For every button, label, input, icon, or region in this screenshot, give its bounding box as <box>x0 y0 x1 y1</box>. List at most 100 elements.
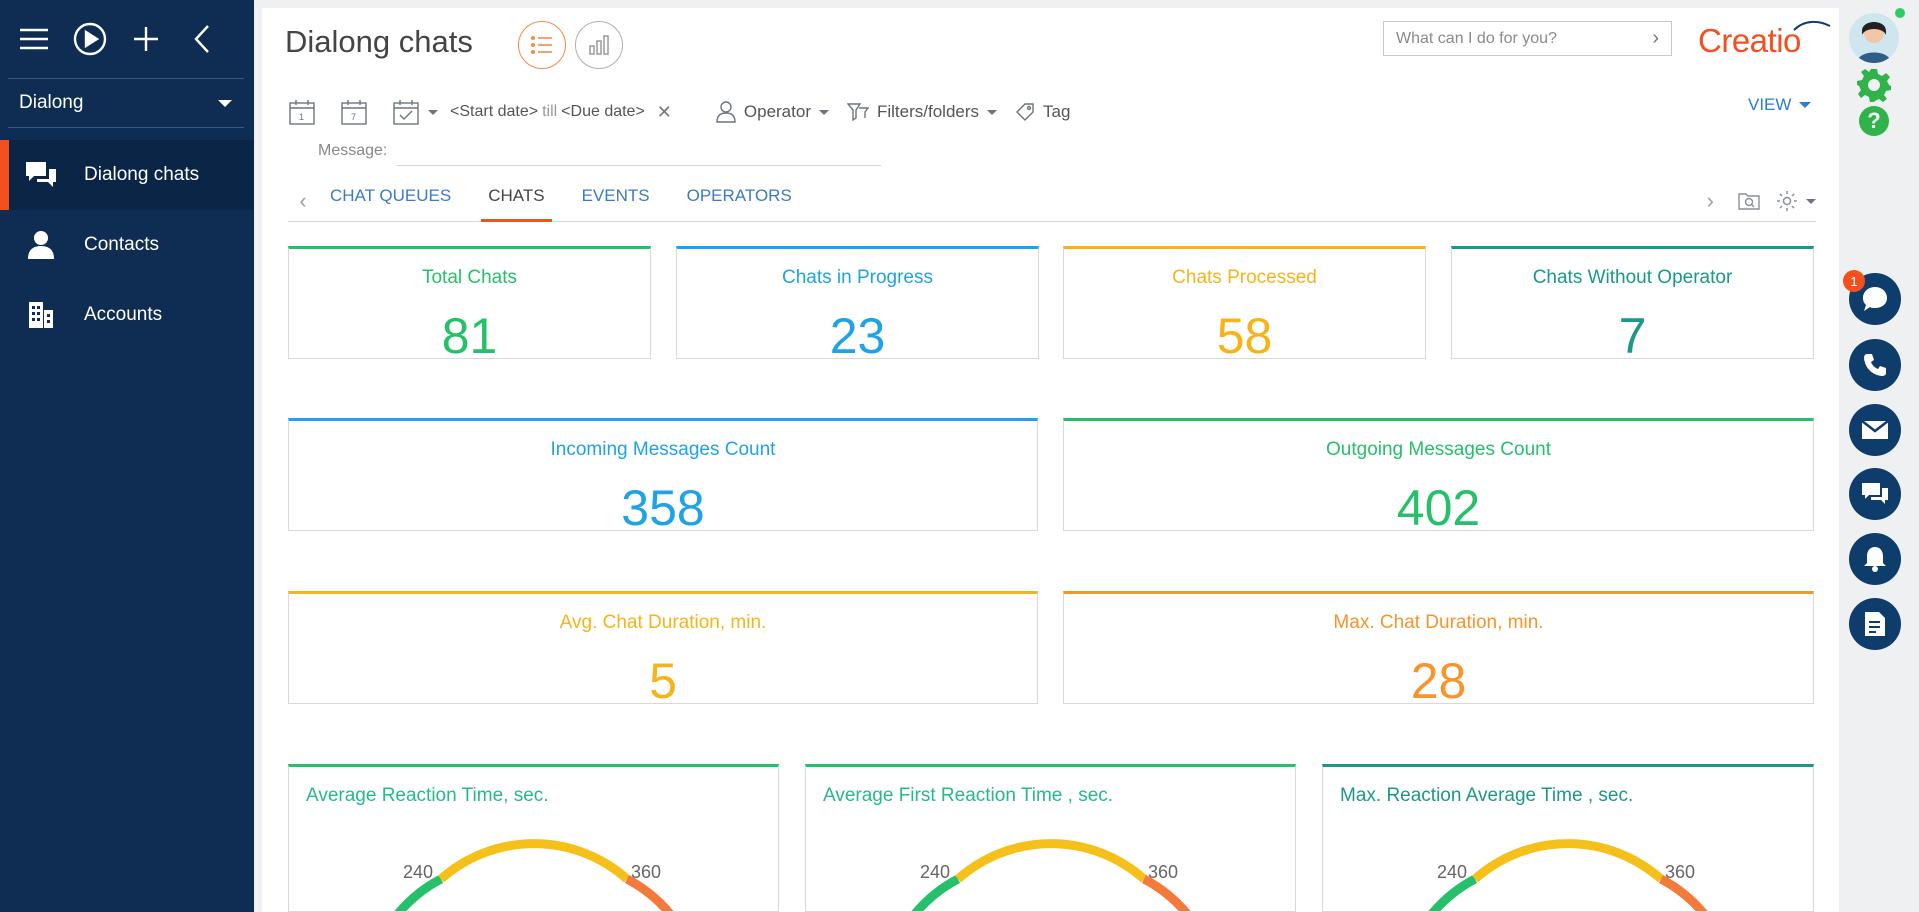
due-date: <Due date> <box>561 103 645 120</box>
metric-value: 7 <box>1618 308 1647 364</box>
metric-total-chats[interactable]: Total Chats 81 <box>288 246 651 364</box>
user-avatar[interactable] <box>1849 13 1899 63</box>
date-week-button[interactable]: 7 <box>340 98 368 126</box>
date-today-button[interactable]: 1 <box>288 98 316 126</box>
metric-avg-chat-duration[interactable]: Avg. Chat Duration, min. 5 <box>288 591 1038 709</box>
gauge-low-label: 240 <box>920 862 951 882</box>
workspace-label: Dialong <box>19 92 84 113</box>
metric-incoming-messages[interactable]: Incoming Messages Count 358 <box>288 418 1038 536</box>
email-panel-button[interactable] <box>1849 404 1901 456</box>
metric-chats-in-progress[interactable]: Chats in Progress 23 <box>676 246 1039 364</box>
tag-icon <box>1016 103 1034 121</box>
creatio-logo: Creatio <box>1698 22 1801 59</box>
tab-bar: ‹ CHAT QUEUES CHATS EVENTS OPERATORS › <box>288 178 1816 222</box>
tabs-scroll-left-icon[interactable]: ‹ <box>299 188 307 213</box>
tab-events[interactable]: EVENTS <box>581 186 650 205</box>
metric-outgoing-messages[interactable]: Outgoing Messages Count 402 <box>1063 418 1814 536</box>
gauge-average-reaction-time[interactable]: Average Reaction Time, sec. 240 360 <box>288 764 779 912</box>
search-input[interactable] <box>1396 29 1636 48</box>
hamburger-icon <box>20 28 48 50</box>
gauge-low-label: 240 <box>1437 862 1468 882</box>
gauge-low-label: 240 <box>403 862 434 882</box>
call-panel-button[interactable] <box>1849 339 1901 391</box>
metric-value: 58 <box>1216 308 1273 364</box>
sidebar-item-contacts[interactable]: Contacts <box>0 210 254 280</box>
gauge-arc <box>911 839 1191 911</box>
main-panel: Dialong chats › Creatio 1 7 <Start date>… <box>262 8 1839 912</box>
start-date: <Start date> <box>450 103 539 120</box>
sidebar-item-accounts[interactable]: Accounts <box>0 280 254 350</box>
sidebar-item-label: Accounts <box>84 304 163 325</box>
metric-chats-without-operator[interactable]: Chats Without Operator 7 <box>1451 246 1814 364</box>
document-icon <box>1865 612 1885 636</box>
till-label: till <box>542 103 558 120</box>
feed-panel-button[interactable] <box>1849 468 1901 520</box>
operator-filter[interactable]: Operator <box>716 101 829 123</box>
calendar-day-icon: 1 <box>289 100 315 125</box>
filters-folders-dropdown[interactable]: Filters/folders <box>846 102 998 122</box>
menu-button[interactable] <box>16 21 52 57</box>
sidebar-item-label: Dialong chats <box>84 164 200 185</box>
date-period-button[interactable] <box>392 98 438 126</box>
envelope-icon <box>1861 420 1889 439</box>
tab-chat-queues[interactable]: CHAT QUEUES <box>330 186 452 205</box>
clear-date-icon[interactable]: ✕ <box>656 101 672 122</box>
notifications-panel-button[interactable] <box>1849 533 1901 585</box>
folder-search-icon[interactable] <box>1738 191 1760 211</box>
system-designer-button[interactable] <box>1857 68 1891 107</box>
chevron-left-icon <box>194 25 209 53</box>
metric-value: 5 <box>649 653 677 709</box>
tag-filter[interactable]: Tag <box>1015 102 1070 122</box>
gear-icon <box>1857 69 1891 102</box>
chat-notification-badge: 1 <box>1843 270 1865 292</box>
tab-operators[interactable]: OPERATORS <box>686 186 792 205</box>
add-button[interactable] <box>128 21 164 57</box>
chevron-right-icon[interactable]: › <box>1652 27 1659 49</box>
online-status-dot <box>1895 8 1905 18</box>
metric-value: 23 <box>829 308 886 364</box>
gauge-title: Max. Reaction Average Time , sec. <box>1340 785 1634 806</box>
chevron-down-icon <box>818 109 829 115</box>
collapse-sidebar-button[interactable] <box>184 21 220 57</box>
sidebar-toolbar <box>0 0 254 78</box>
process-button[interactable] <box>72 21 108 57</box>
gauge-title: Average Reaction Time, sec. <box>306 785 549 806</box>
filters-folders-label: Filters/folders <box>876 102 980 121</box>
svg-text:7: 7 <box>351 112 356 122</box>
plus-icon <box>134 27 158 51</box>
analytics-view-button[interactable] <box>575 21 623 69</box>
help-icon[interactable]: ? <box>1859 106 1889 136</box>
list-icon <box>530 35 552 55</box>
communication-panel: ? 1 <box>1839 0 1919 912</box>
metric-value: 81 <box>441 308 498 364</box>
logo-swoosh-icon <box>1793 20 1831 31</box>
tab-chats[interactable]: CHATS <box>481 181 552 222</box>
metric-chats-processed[interactable]: Chats Processed 58 <box>1063 246 1426 364</box>
chat-bubbles-icon <box>24 158 58 192</box>
metric-max-chat-duration[interactable]: Max. Chat Duration, min. 28 <box>1063 591 1814 709</box>
bar-chart-icon <box>589 35 609 55</box>
message-input[interactable] <box>397 136 882 166</box>
gauge-max-reaction-average-time[interactable]: Max. Reaction Average Time , sec. 240 36… <box>1322 764 1814 912</box>
workspace-select[interactable]: Dialong <box>8 78 244 128</box>
view-menu-button[interactable]: VIEW <box>1748 95 1812 115</box>
page-title: Dialong chats <box>285 24 473 59</box>
document-panel-button[interactable] <box>1849 598 1901 650</box>
command-search[interactable]: › <box>1383 21 1672 56</box>
gauge-average-first-reaction-time[interactable]: Average First Reaction Time , sec. 240 3… <box>805 764 1296 912</box>
list-view-button[interactable] <box>518 21 566 69</box>
bell-icon <box>1864 547 1886 572</box>
dashboard-settings-button[interactable] <box>1776 190 1816 212</box>
gauge-arc <box>394 839 674 911</box>
chevron-down-icon <box>1806 198 1816 204</box>
metric-value: 358 <box>621 480 705 536</box>
metric-title: Max. Chat Duration, min. <box>1333 612 1544 633</box>
gauge-arc <box>1428 839 1708 911</box>
tabs-scroll-right-icon[interactable]: › <box>1706 188 1714 213</box>
sidebar-item-dialong-chats[interactable]: Dialong chats <box>0 140 254 210</box>
metric-value: 402 <box>1396 480 1481 536</box>
calendar-check-icon <box>393 100 419 125</box>
gauge-title: Average First Reaction Time , sec. <box>823 785 1114 806</box>
date-range-filter[interactable]: <Start date> till <Due date> ✕ <box>450 102 672 123</box>
metric-title: Chats in Progress <box>781 267 933 288</box>
